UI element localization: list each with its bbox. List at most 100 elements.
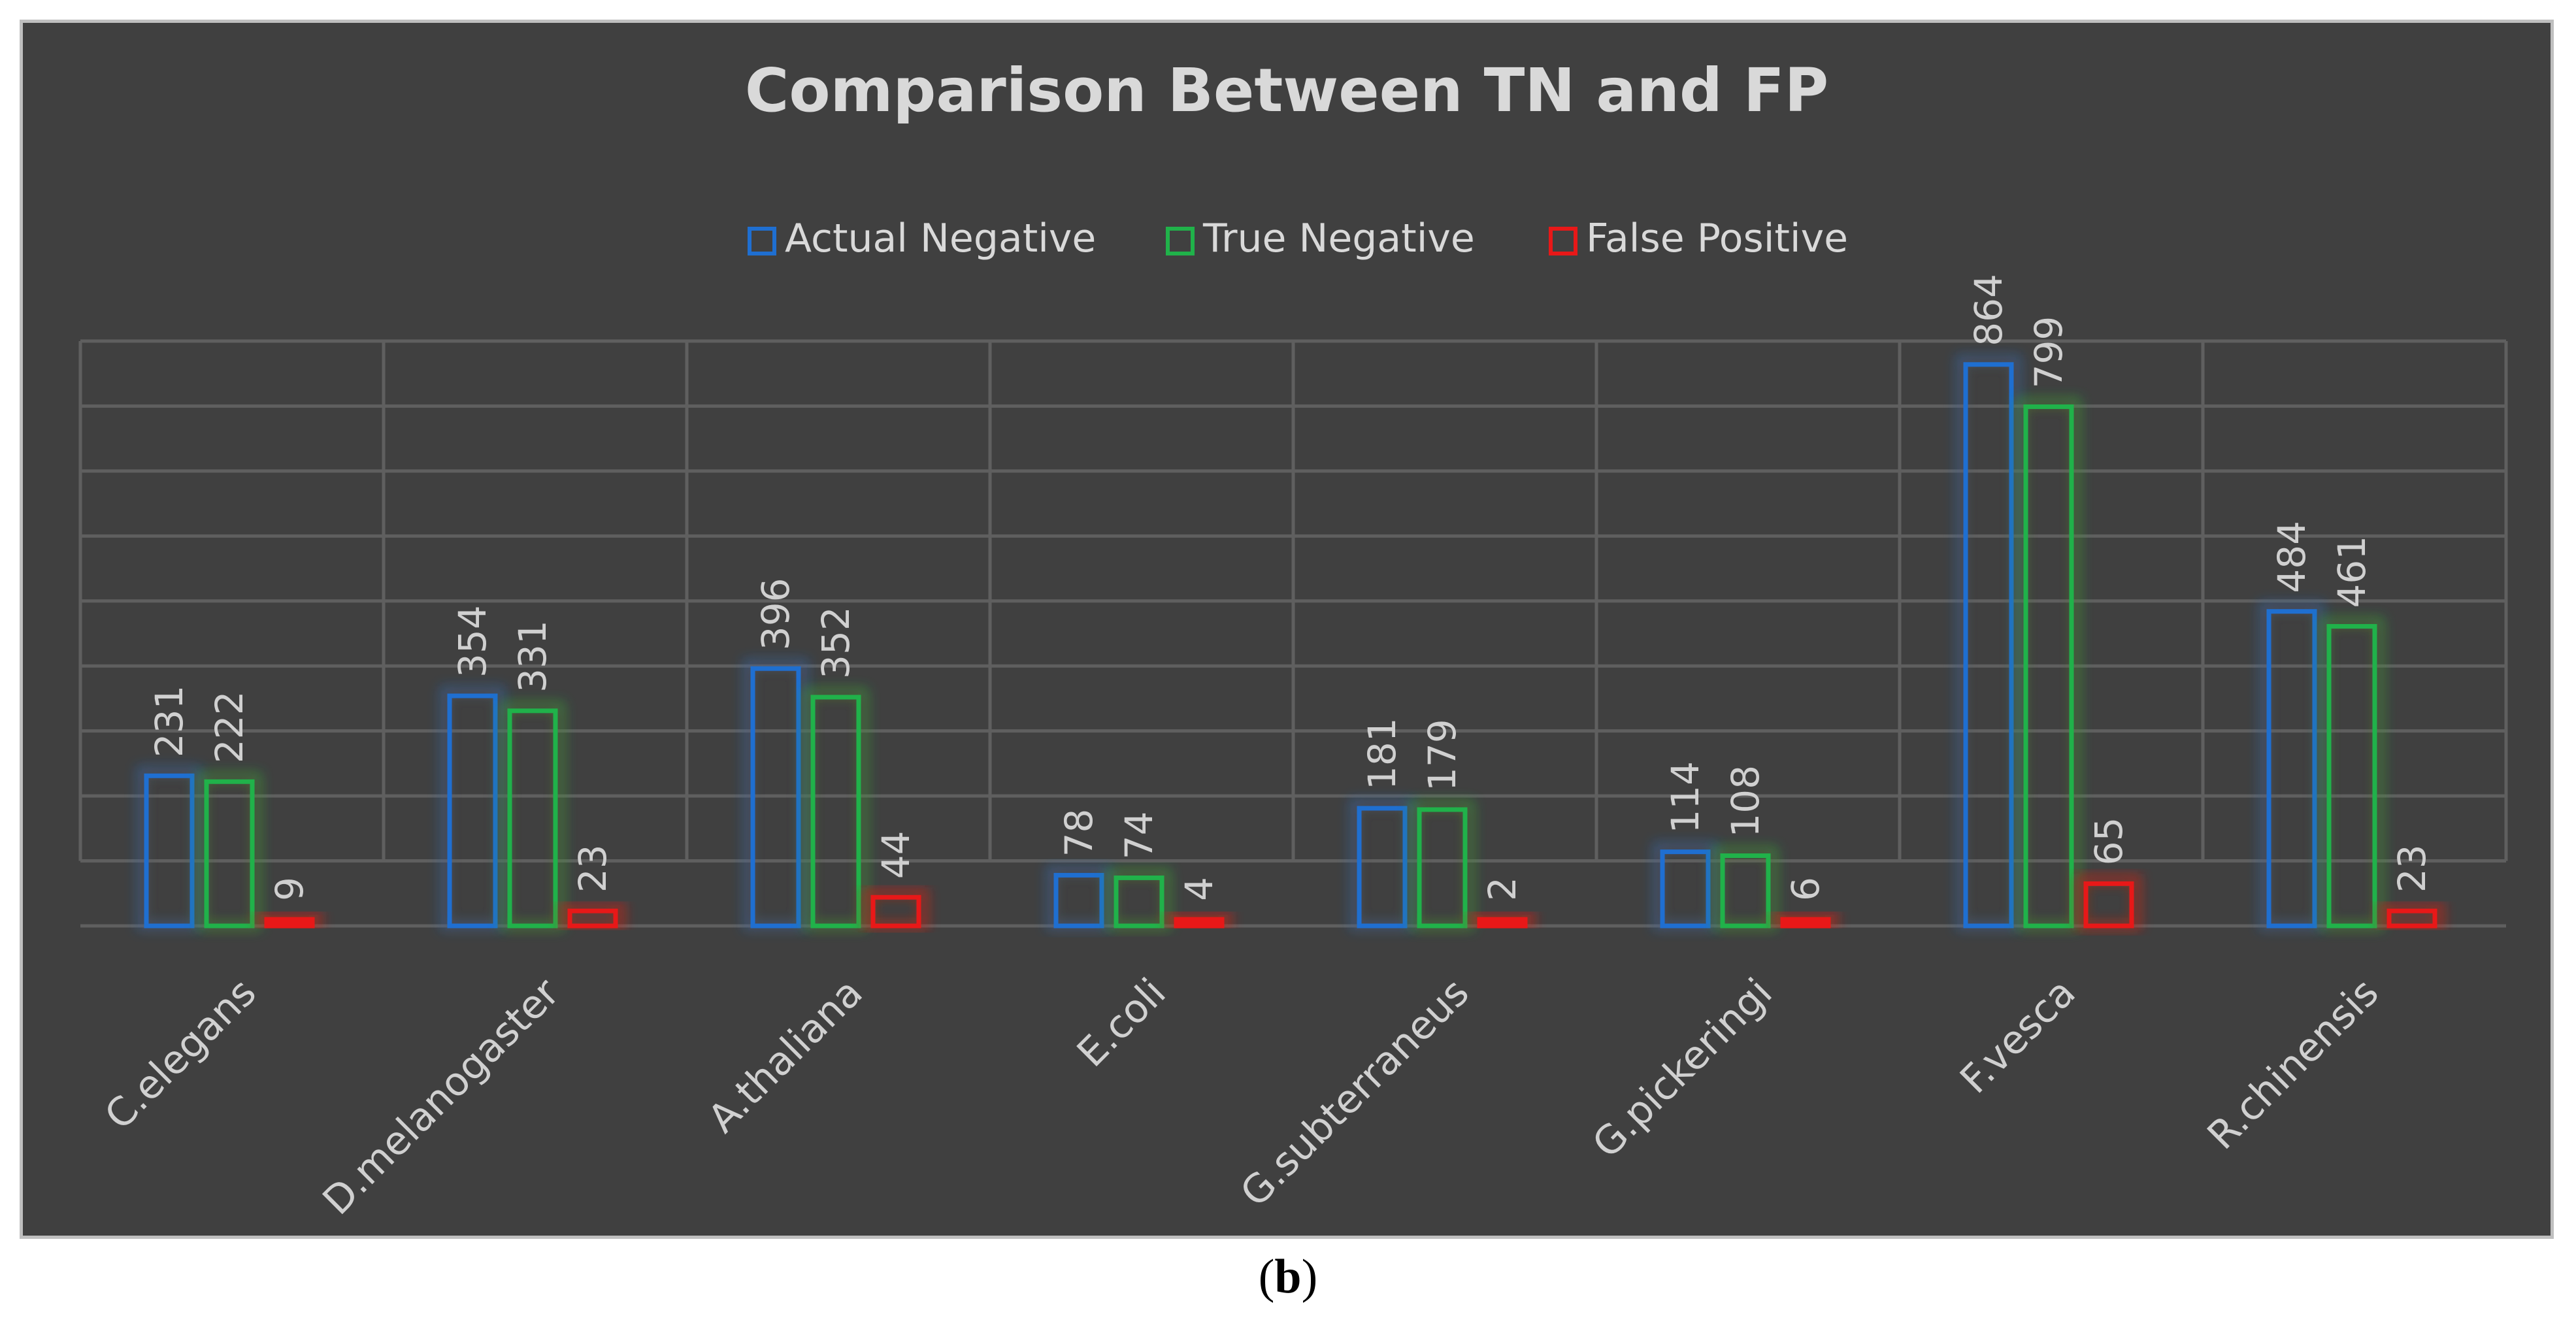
- bar: [2083, 881, 2134, 928]
- bar-shadow: [445, 691, 500, 928]
- legend: Actual Negative True Negative False Positi…: [748, 216, 1848, 261]
- bar-c-elegans-false-positive: [257, 910, 322, 930]
- data-label: 108: [1723, 765, 1768, 838]
- bar: [447, 693, 498, 928]
- data-label: 181: [1360, 717, 1404, 790]
- data-label: 23: [570, 844, 615, 893]
- bar-glow: [500, 700, 565, 930]
- x-tick-label: R.chinensis: [2199, 970, 2388, 1158]
- bar-e-coli-false-positive: [1166, 910, 1232, 930]
- bar-g-pickeringi-true-negative: [1713, 846, 1778, 930]
- bar-shadow: [1051, 870, 1106, 928]
- bar-shadow: [1112, 873, 1166, 928]
- bar-glow: [2016, 397, 2081, 930]
- bar: [1963, 362, 2014, 928]
- bar-r-chinensis-actual-negative: [2259, 601, 2324, 930]
- bar-r-chinensis-false-positive: [2379, 901, 2445, 931]
- data-label: 864: [1966, 274, 2011, 346]
- legend-item-actual-negative: Actual Negative: [748, 216, 1096, 261]
- bar-c-elegans-actual-negative: [137, 766, 202, 930]
- bar-g-subterraneus-actual-negative: [1349, 798, 1415, 931]
- legend-item-false-positive: False Positive: [1549, 216, 1848, 261]
- bar: [750, 666, 801, 928]
- figure-caption: (b): [0, 1249, 2576, 1305]
- legend-swatch: [1549, 227, 1577, 255]
- bar: [1357, 806, 1408, 928]
- bar-shadow: [1355, 804, 1410, 928]
- bar-d-melanogaster-true-negative: [500, 700, 565, 930]
- bar: [1660, 849, 1711, 928]
- bar-shadow: [1415, 804, 1470, 928]
- bar-glow: [1956, 354, 2021, 930]
- data-label: 9: [267, 877, 312, 901]
- bar-e-coli-true-negative: [1106, 868, 1172, 931]
- bar-glow: [1653, 842, 1718, 930]
- bar-f-vesca-true-negative: [2016, 397, 2081, 930]
- bar: [810, 695, 861, 928]
- bar-shadow: [1718, 851, 1773, 928]
- bar-glow: [2259, 601, 2324, 930]
- bar-shadow: [505, 706, 560, 928]
- bar: [1053, 872, 1104, 928]
- data-label: 114: [1663, 761, 1708, 834]
- bar-glow: [197, 772, 262, 930]
- data-label: 461: [2330, 536, 2374, 608]
- bar-glow: [1349, 798, 1415, 931]
- bar-a-thaliana-false-positive: [863, 887, 929, 930]
- bar-glow: [1046, 865, 1112, 931]
- x-tick-label: C.elegans: [96, 970, 265, 1139]
- bar-g-pickeringi-false-positive: [1773, 910, 1838, 930]
- bar-chart: Comparison Between TN and FP Actual Nega…: [78, 56, 2508, 1224]
- data-label: 23: [2390, 844, 2434, 893]
- bar: [264, 917, 315, 928]
- data-label: 352: [814, 606, 858, 679]
- legend-swatch: [748, 227, 776, 255]
- bar: [567, 908, 618, 928]
- x-tick-label: F.vesca: [1951, 970, 2084, 1102]
- bar: [2266, 609, 2317, 928]
- chart-frame: Comparison Between TN and FP Actual Nega…: [20, 20, 2554, 1239]
- x-tick-label: D.melanogaster: [314, 970, 569, 1224]
- data-label: 331: [510, 620, 555, 693]
- bar-glow: [440, 685, 505, 930]
- bar-f-vesca-false-positive: [2076, 874, 2141, 930]
- bar-e-coli-actual-negative: [1046, 865, 1112, 931]
- legend-label: Actual Negative: [785, 216, 1096, 261]
- bar-glow: [1410, 799, 1475, 930]
- data-label: 222: [207, 691, 252, 764]
- bar-g-pickeringi-actual-negative: [1653, 842, 1718, 930]
- bar-d-melanogaster-false-positive: [560, 901, 625, 931]
- gridlines: [78, 339, 2508, 928]
- bar: [144, 773, 195, 928]
- bar-a-thaliana-true-negative: [803, 687, 868, 930]
- data-label: 78: [1057, 809, 1101, 857]
- x-tick-labels: C.elegans D.melanogaster A.thaliana E.coli G…: [96, 970, 2388, 1224]
- bar-shadow: [2264, 606, 2319, 928]
- bar-shadow: [2081, 879, 2136, 928]
- x-tick-label: E.coli: [1068, 970, 1175, 1076]
- bar-shadow: [202, 777, 257, 928]
- data-label: 74: [1117, 812, 1161, 860]
- legend-swatch: [1166, 227, 1195, 255]
- bar-shadow: [2324, 621, 2379, 928]
- bar: [1174, 917, 1225, 928]
- data-label: 4: [1177, 877, 1221, 901]
- bar-glow: [137, 766, 202, 930]
- bar-shadow: [808, 692, 863, 928]
- bar-shadow: [1961, 359, 2016, 928]
- data-label: 65: [2087, 817, 2131, 866]
- bar: [2326, 624, 2377, 928]
- bar: [1477, 917, 1528, 928]
- bar-d-melanogaster-actual-negative: [440, 685, 505, 930]
- x-tick-label: G.subterraneus: [1232, 970, 1478, 1216]
- data-label: 6: [1783, 877, 1828, 901]
- x-tick-label: G.pickeringi: [1584, 970, 1781, 1167]
- bar: [507, 708, 558, 928]
- bar-g-subterraneus-true-negative: [1410, 799, 1475, 930]
- data-label: 44: [874, 830, 918, 879]
- data-label: 799: [2026, 316, 2071, 389]
- bar: [204, 779, 255, 928]
- bar-glow: [803, 687, 868, 930]
- bar: [1720, 853, 1771, 928]
- data-label: 2: [1480, 877, 1525, 901]
